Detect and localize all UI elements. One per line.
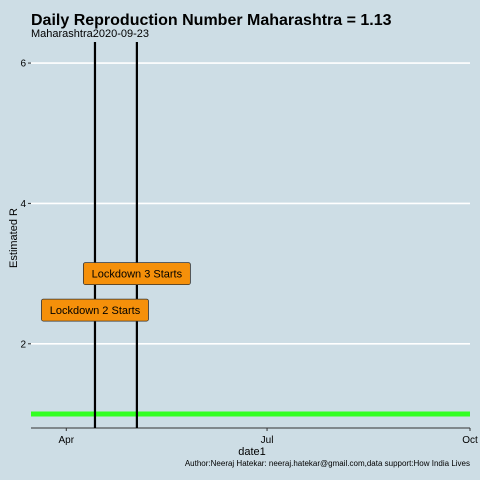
axes: 2 4 6 Apr Jul Oct: [20, 59, 478, 446]
chart-caption: Author:Neeraj Hatekar: neeraj.hatekar@gm…: [185, 459, 470, 468]
chart-subtitle: Maharashtra2020-09-23: [31, 28, 149, 40]
chart-title: Daily Reproduction Number Maharashtra = …: [31, 12, 392, 29]
annotation-box: [82, 262, 191, 286]
y-axis-label: Estimated R: [8, 208, 20, 268]
annotation-text: Lockdown 3 Starts: [92, 269, 183, 281]
annotations: Lockdown 3 Starts Lockdown 2 Starts: [41, 262, 191, 322]
lockdown-lines: [93, 42, 138, 428]
y-tick-label: 6: [20, 59, 26, 70]
x-tick-label: Jul: [261, 435, 274, 446]
annotation-label: Lockdown 2 Starts: [41, 298, 149, 322]
annotation-box: [41, 298, 149, 322]
annotation-text: Lockdown 2 Starts: [50, 305, 141, 317]
x-tick-label: Apr: [59, 435, 75, 446]
x-axis-label: date1: [238, 446, 266, 458]
x-tick-label: Oct: [462, 435, 478, 446]
annotation-label: Lockdown 3 Starts: [82, 262, 191, 286]
y-tick-label: 2: [20, 339, 26, 350]
gridlines: [31, 62, 470, 345]
y-tick-label: 4: [20, 199, 26, 210]
